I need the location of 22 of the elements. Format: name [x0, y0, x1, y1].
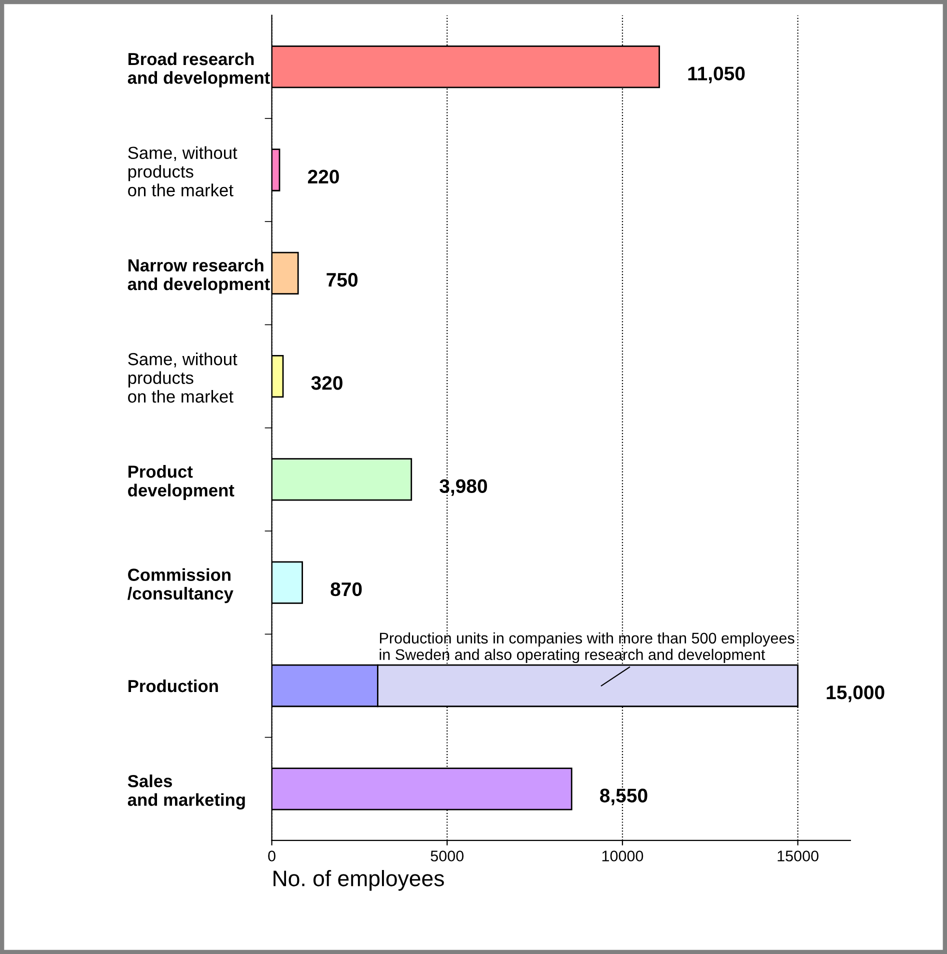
y-tick-label: Product development	[128, 465, 234, 500]
y-tick-label: Same, without products on the market	[128, 146, 238, 196]
x-tick-label: 10000	[602, 850, 644, 862]
y-tick-label: Sales and marketing	[128, 774, 245, 810]
total-label: 3,980	[440, 479, 487, 496]
y-tick-label: Production	[128, 679, 218, 692]
total-label: 11,050	[688, 66, 745, 84]
total-label: 220	[308, 170, 339, 184]
x-tick-label: 5000	[430, 850, 464, 862]
total-label: 750	[326, 272, 358, 287]
y-tick-label: Same, without products on the market	[128, 352, 238, 403]
y-tick-label: Commission /consultancy	[128, 568, 234, 604]
x-axis-title: No. of employees	[274, 870, 444, 891]
y-tick-label: Narrow research and development	[128, 258, 270, 294]
x-tick-label: 0	[268, 850, 276, 862]
annotation: Production units in companies with more than 500 employees in Sweden and also operating research and development	[380, 632, 794, 664]
total-label: 8,550	[600, 788, 648, 806]
x-tick-label: 15000	[778, 850, 818, 862]
total-label: 870	[330, 582, 362, 596]
total-label: 320	[311, 376, 342, 390]
y-tick-label: Broad research and development	[128, 52, 270, 88]
total-label: 15,000	[826, 686, 884, 702]
